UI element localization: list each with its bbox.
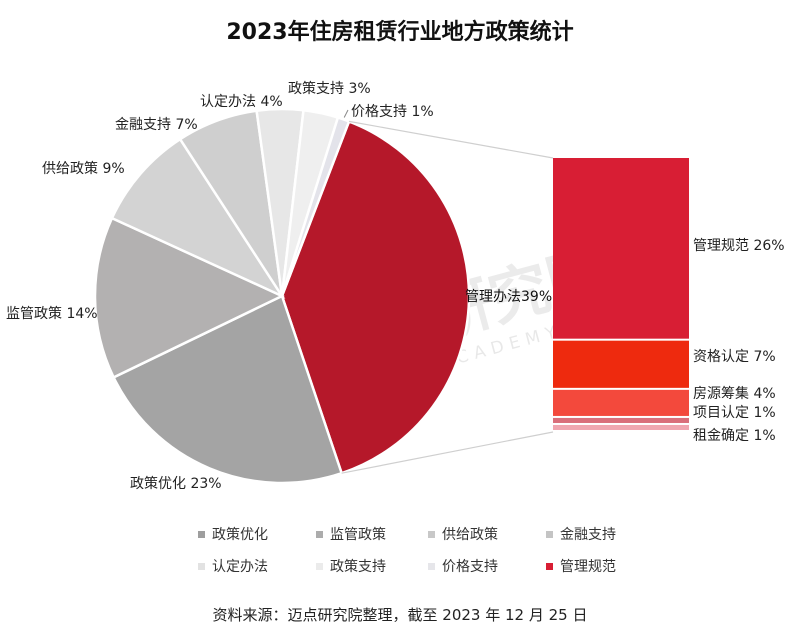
legend-swatch bbox=[546, 530, 553, 538]
legend: 政策优化 监管政策 供给政策 金融支持认定办法 政策支持 价格支持 管理规范 bbox=[198, 524, 638, 576]
pie-label-7: 政策支持 3% bbox=[288, 80, 371, 97]
legend-item: 认定办法 bbox=[198, 556, 316, 576]
bar-segment-4 bbox=[553, 417, 689, 423]
source-note: 资料来源：迈点研究院整理，截至 2023 年 12 月 25 日 bbox=[212, 606, 588, 624]
bar-segment-5 bbox=[553, 424, 689, 430]
legend-swatch bbox=[428, 530, 435, 538]
bar-segment-3 bbox=[553, 389, 689, 416]
leader-line-price-support bbox=[343, 109, 349, 118]
bar-label-4: 项目认定 1% bbox=[693, 405, 776, 421]
pie-label-3: 监管政策 14% bbox=[6, 305, 98, 322]
pie-label-8: 价格支持 1% bbox=[351, 104, 434, 120]
legend-item: 监管政策 bbox=[316, 524, 428, 544]
legend-item: 政策支持 bbox=[316, 556, 428, 576]
pie-label-2: 政策优化 23% bbox=[130, 475, 222, 492]
legend-swatch bbox=[316, 562, 323, 570]
legend-swatch bbox=[198, 562, 205, 570]
pie-slice-2 bbox=[111, 294, 344, 485]
legend-item: 供给政策 bbox=[428, 524, 546, 544]
bar-segment-2 bbox=[553, 340, 689, 388]
connector-lines bbox=[341, 120, 554, 474]
legend-item: 金融支持 bbox=[546, 524, 658, 544]
legend-label: 监管政策 bbox=[330, 527, 386, 543]
bar-label-2: 资格认定 7% bbox=[693, 349, 776, 365]
legend-label: 政策支持 bbox=[330, 559, 386, 575]
legend-item: 政策优化 bbox=[198, 524, 316, 544]
connector-top bbox=[348, 120, 554, 159]
stacked-bar-chart bbox=[553, 158, 689, 430]
legend-swatch bbox=[428, 562, 435, 570]
legend-swatch bbox=[316, 530, 323, 538]
legend-swatch bbox=[198, 530, 205, 538]
bar-segment-1 bbox=[553, 158, 689, 339]
legend-label: 金融支持 bbox=[560, 527, 616, 543]
bar-label-3: 房源筹集 4% bbox=[693, 385, 776, 402]
pie-label-4: 供给政策 9% bbox=[42, 160, 125, 177]
legend-label: 政策优化 bbox=[212, 527, 268, 543]
pie-label-6: 认定办法 4% bbox=[200, 94, 283, 110]
pie-label-1: 管理办法39% bbox=[465, 289, 552, 305]
bar-label-1: 管理规范 26% bbox=[693, 237, 785, 254]
legend-label: 价格支持 bbox=[442, 559, 498, 575]
bar-label-5: 租金确定 1% bbox=[693, 428, 776, 444]
legend-item: 价格支持 bbox=[428, 556, 546, 576]
pie-slice-4 bbox=[110, 137, 286, 299]
legend-label: 管理规范 bbox=[560, 559, 616, 575]
pie-chart bbox=[93, 107, 471, 485]
legend-swatch bbox=[546, 562, 553, 570]
data-labels: 管理办法39% 政策优化 23% 监管政策 14% 供给政策 9% 金融支持 7%认定办… bbox=[6, 80, 785, 492]
chart-title: 2023年住房租赁行业地方政策统计 bbox=[226, 20, 574, 45]
legend-label: 认定办法 bbox=[212, 559, 268, 575]
legend-item: 管理规范 bbox=[546, 556, 658, 576]
pie-label-5: 金融支持 7% bbox=[115, 117, 198, 133]
pie-slice-1 bbox=[280, 119, 471, 475]
connector-bottom bbox=[341, 431, 554, 474]
legend-label: 供给政策 bbox=[442, 527, 498, 543]
pie-slice-3 bbox=[93, 216, 285, 380]
